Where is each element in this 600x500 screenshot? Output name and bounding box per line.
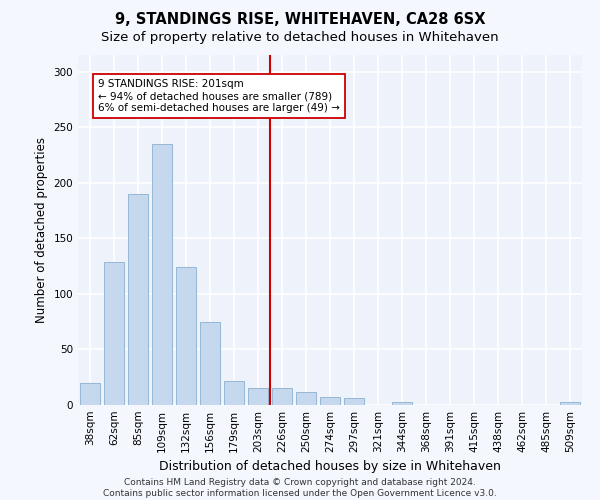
Bar	[344, 398, 364, 405]
X-axis label: Distribution of detached houses by size in Whitehaven: Distribution of detached houses by size …	[159, 460, 501, 473]
Bar	[296, 392, 316, 405]
Bar	[248, 388, 268, 405]
Bar	[176, 267, 196, 405]
Bar	[80, 383, 100, 405]
Text: 9, STANDINGS RISE, WHITEHAVEN, CA28 6SX: 9, STANDINGS RISE, WHITEHAVEN, CA28 6SX	[115, 12, 485, 28]
Text: 9 STANDINGS RISE: 201sqm
← 94% of detached houses are smaller (789)
6% of semi-d: 9 STANDINGS RISE: 201sqm ← 94% of detach…	[98, 80, 340, 112]
Y-axis label: Number of detached properties: Number of detached properties	[35, 137, 48, 323]
Bar	[104, 262, 124, 405]
Bar	[320, 397, 340, 405]
Bar	[272, 388, 292, 405]
Text: Contains HM Land Registry data © Crown copyright and database right 2024.
Contai: Contains HM Land Registry data © Crown c…	[103, 478, 497, 498]
Bar	[152, 144, 172, 405]
Bar	[200, 322, 220, 405]
Bar	[392, 402, 412, 405]
Bar	[224, 380, 244, 405]
Bar	[560, 402, 580, 405]
Bar	[128, 194, 148, 405]
Text: Size of property relative to detached houses in Whitehaven: Size of property relative to detached ho…	[101, 31, 499, 44]
